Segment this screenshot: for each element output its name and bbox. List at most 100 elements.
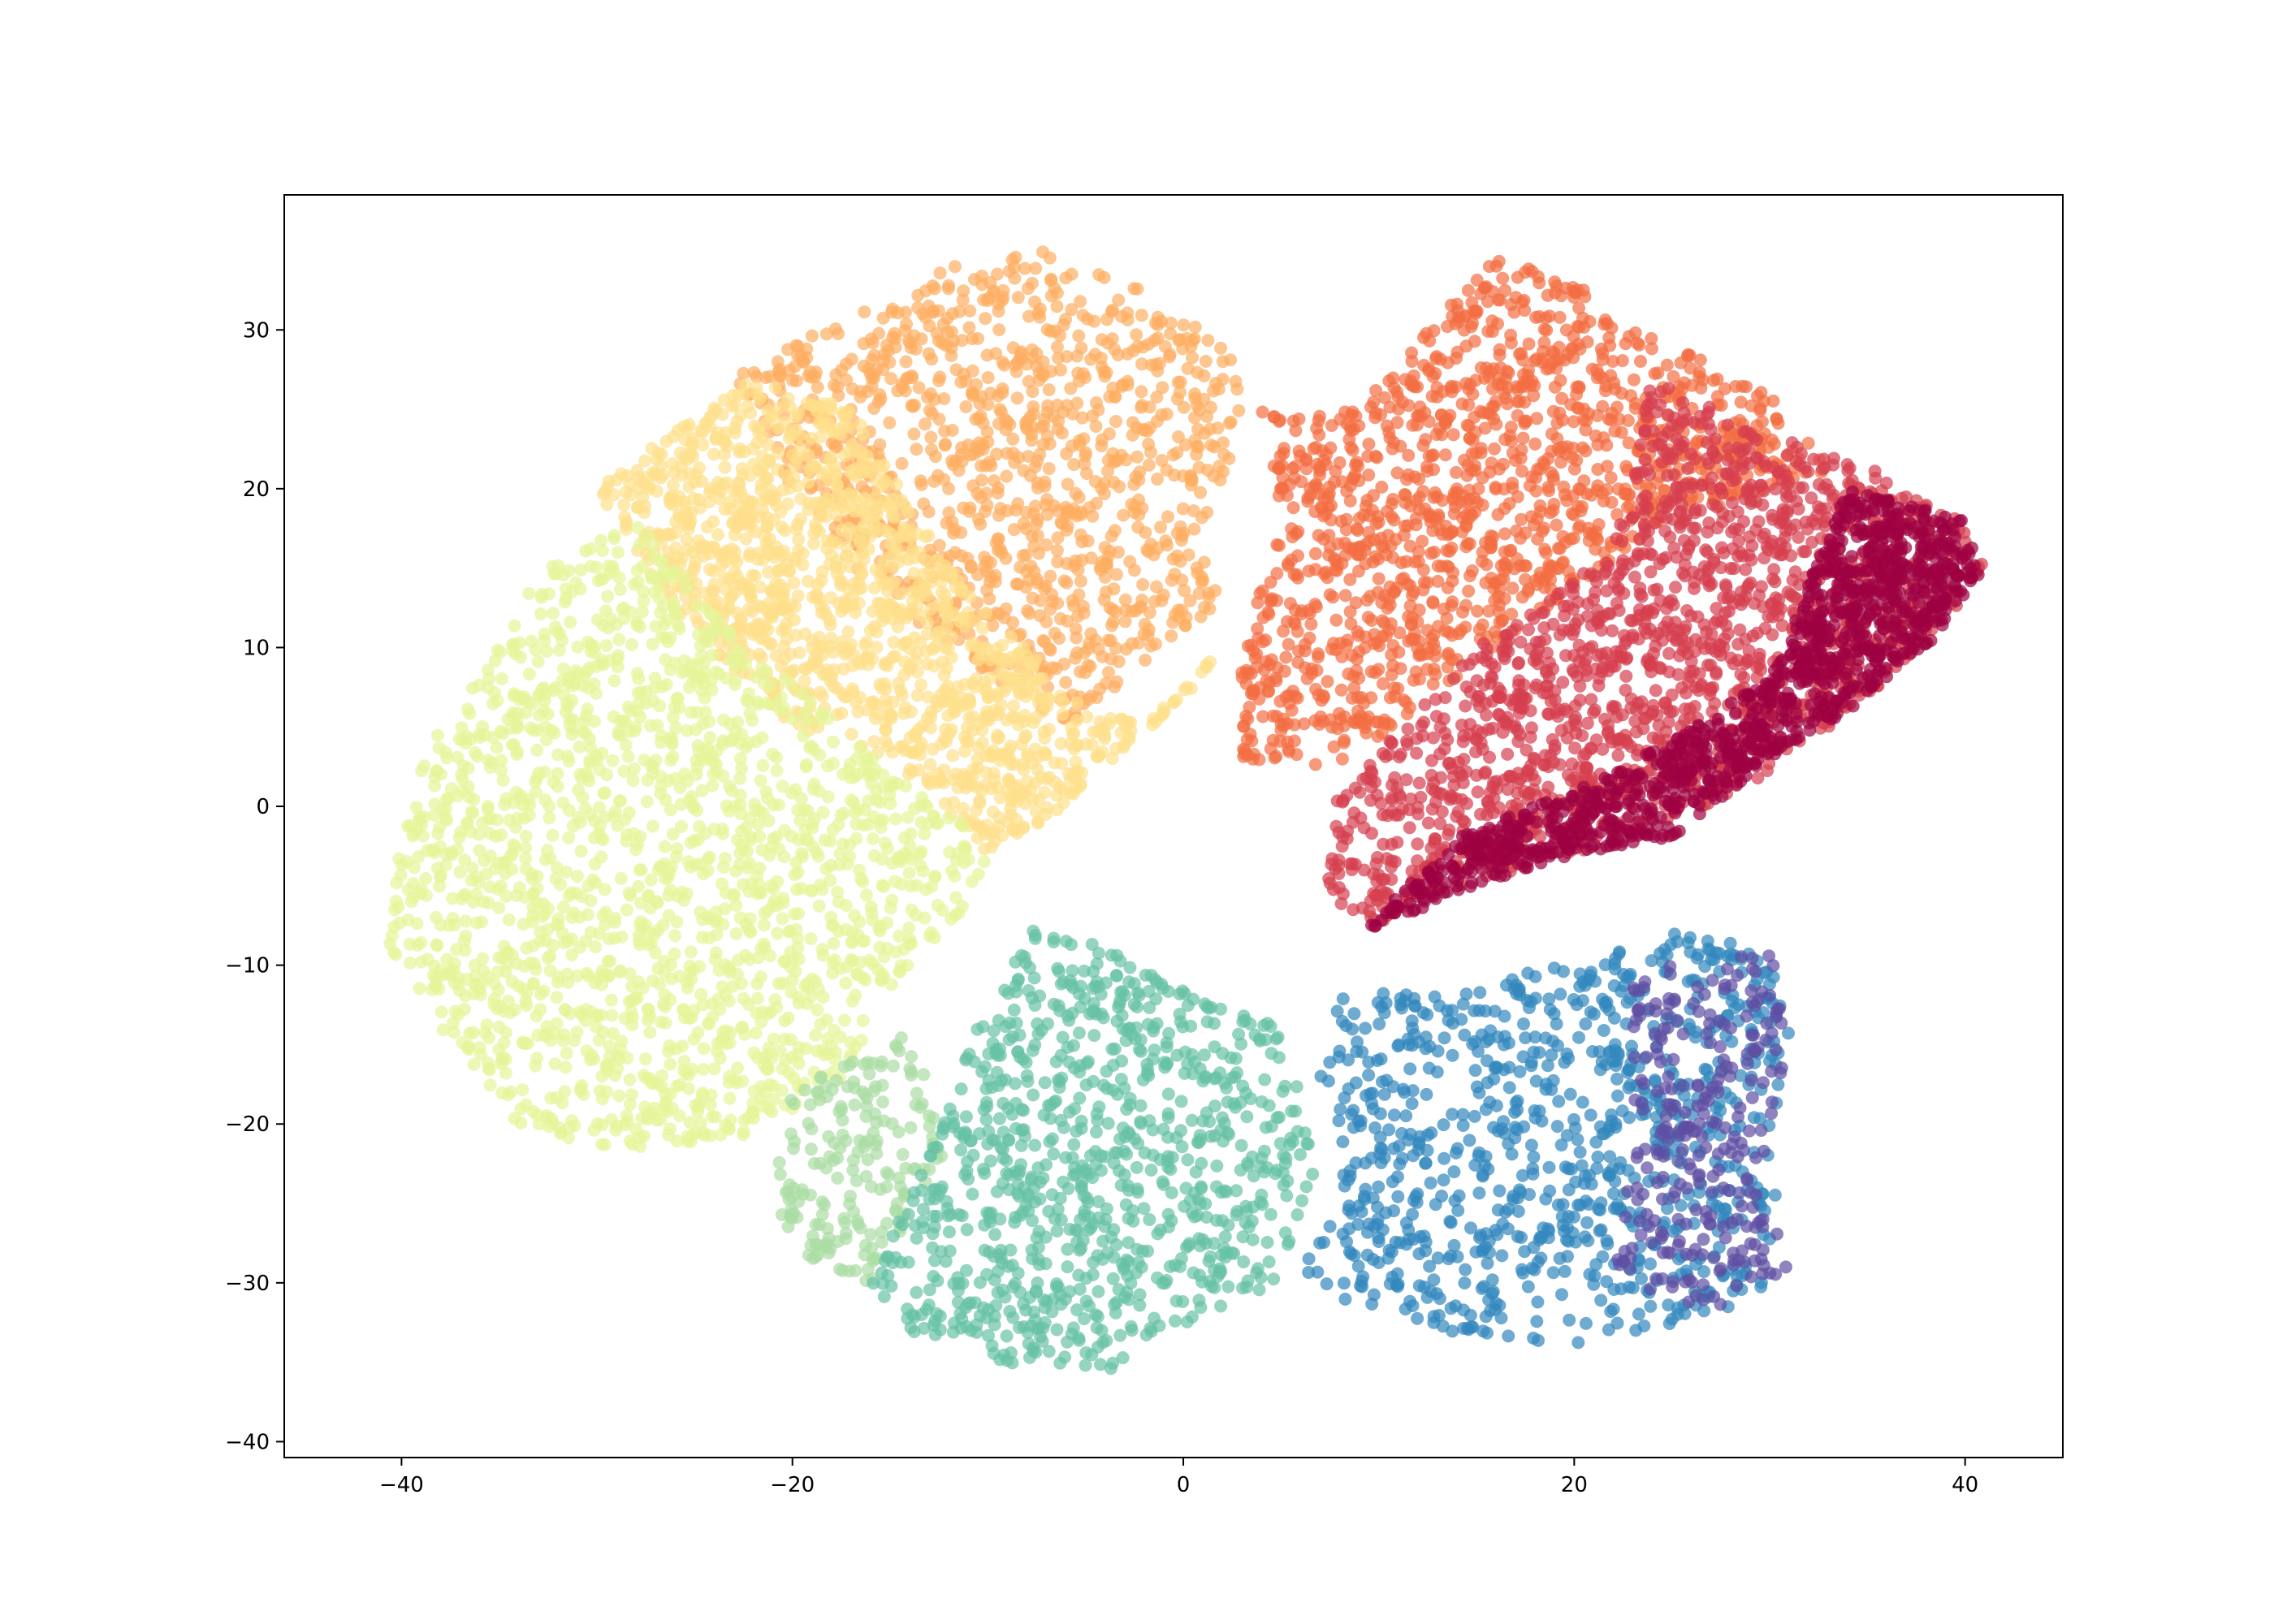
scatter-point [1191, 1208, 1204, 1222]
scatter-point [966, 1187, 979, 1201]
scatter-point [787, 1181, 801, 1195]
scatter-point [927, 1141, 940, 1155]
scatter-point [1070, 714, 1083, 728]
scatter-point [897, 831, 911, 844]
scatter-point [831, 480, 845, 494]
scatter-point [806, 782, 820, 796]
scatter-point [757, 918, 771, 932]
scatter-point [1112, 1000, 1126, 1014]
scatter-point [811, 381, 824, 394]
scatter-point [615, 930, 629, 944]
scatter-point [840, 690, 854, 704]
scatter-point [1006, 615, 1020, 629]
scatter-point [799, 760, 813, 774]
scatter-point [993, 1353, 1007, 1367]
scatter-point [937, 392, 951, 406]
scatter-point [547, 939, 560, 952]
scatter-point [1154, 520, 1167, 534]
scatter-point [757, 677, 771, 691]
scatter-point [483, 880, 497, 894]
scatter-point [966, 723, 979, 737]
scatter-point [869, 1080, 882, 1094]
scatter-point [914, 332, 928, 346]
scatter-point [983, 592, 996, 606]
scatter-point [660, 613, 674, 627]
scatter-point [885, 508, 899, 522]
scatter-point [1301, 1138, 1315, 1151]
scatter-point [677, 1063, 690, 1077]
scatter-point [858, 1238, 872, 1252]
scatter-point [646, 538, 659, 551]
scatter-point [583, 1053, 597, 1067]
scatter-point [733, 846, 747, 860]
scatter-point [610, 473, 624, 487]
scatter-point [603, 954, 616, 968]
scatter-point [1139, 525, 1152, 539]
scatter-point [1068, 1168, 1082, 1181]
scatter-point [1209, 1180, 1223, 1194]
scatter-point [954, 690, 968, 704]
scatter-point [573, 740, 586, 754]
scatter-point [534, 987, 547, 1001]
scatter-point [547, 775, 560, 788]
scatter-point [596, 909, 610, 922]
scatter-point [891, 852, 905, 866]
scatter-point [1174, 1095, 1188, 1108]
scatter-point [904, 1321, 918, 1335]
scatter-point [419, 872, 433, 885]
scatter-point [1117, 508, 1131, 522]
scatter-point [856, 1014, 870, 1027]
scatter-point [1285, 1104, 1299, 1118]
scatter-point [917, 568, 931, 581]
scatter-point [614, 871, 628, 885]
scatter-point [884, 372, 898, 386]
scatter-point [562, 1131, 575, 1145]
scatter-point [1109, 415, 1122, 428]
scatter-point [665, 457, 679, 471]
scatter-point [632, 672, 646, 685]
scatter-point [895, 456, 909, 470]
scatter-point [982, 291, 996, 304]
scatter-point [563, 712, 577, 726]
scatter-point [595, 1092, 609, 1106]
scatter-point [1080, 1191, 1094, 1205]
scatter-point [1151, 473, 1164, 486]
scatter-point [595, 968, 609, 982]
scatter-point [455, 721, 469, 735]
scatter-point [893, 965, 907, 978]
scatter-point [600, 768, 614, 782]
scatter-point [994, 502, 1007, 516]
scatter-point [620, 522, 633, 536]
scatter-point [691, 739, 705, 753]
scatter-point [1075, 411, 1089, 425]
scatter-point [990, 1185, 1004, 1199]
scatter-point [845, 952, 858, 966]
scatter-point [979, 766, 992, 780]
scatter-point [505, 638, 519, 651]
scatter-point [804, 932, 818, 945]
scatter-point [1008, 789, 1022, 803]
scatter-point [776, 912, 789, 926]
scatter-point [1079, 449, 1092, 463]
scatter-point [651, 719, 664, 732]
scatter-point [1002, 743, 1016, 757]
scatter-point [551, 918, 565, 932]
scatter-point [947, 1117, 961, 1130]
scatter-point [577, 715, 590, 728]
scatter-point [707, 515, 720, 529]
scatter-point [791, 589, 805, 603]
scatter-point [1165, 1186, 1178, 1199]
scatter-point [868, 1107, 882, 1121]
scatter-point [791, 517, 804, 531]
scatter-point [905, 399, 919, 412]
scatter-point [868, 501, 882, 514]
scatter-point [1116, 378, 1130, 391]
scatter-point [458, 1002, 471, 1016]
scatter-point [750, 1051, 764, 1065]
scatter-point [914, 748, 927, 762]
scatter-point [649, 754, 663, 767]
scatter-point [662, 888, 676, 902]
scatter-point [690, 804, 704, 818]
scatter-point [612, 1089, 626, 1103]
scatter-point [845, 728, 858, 741]
